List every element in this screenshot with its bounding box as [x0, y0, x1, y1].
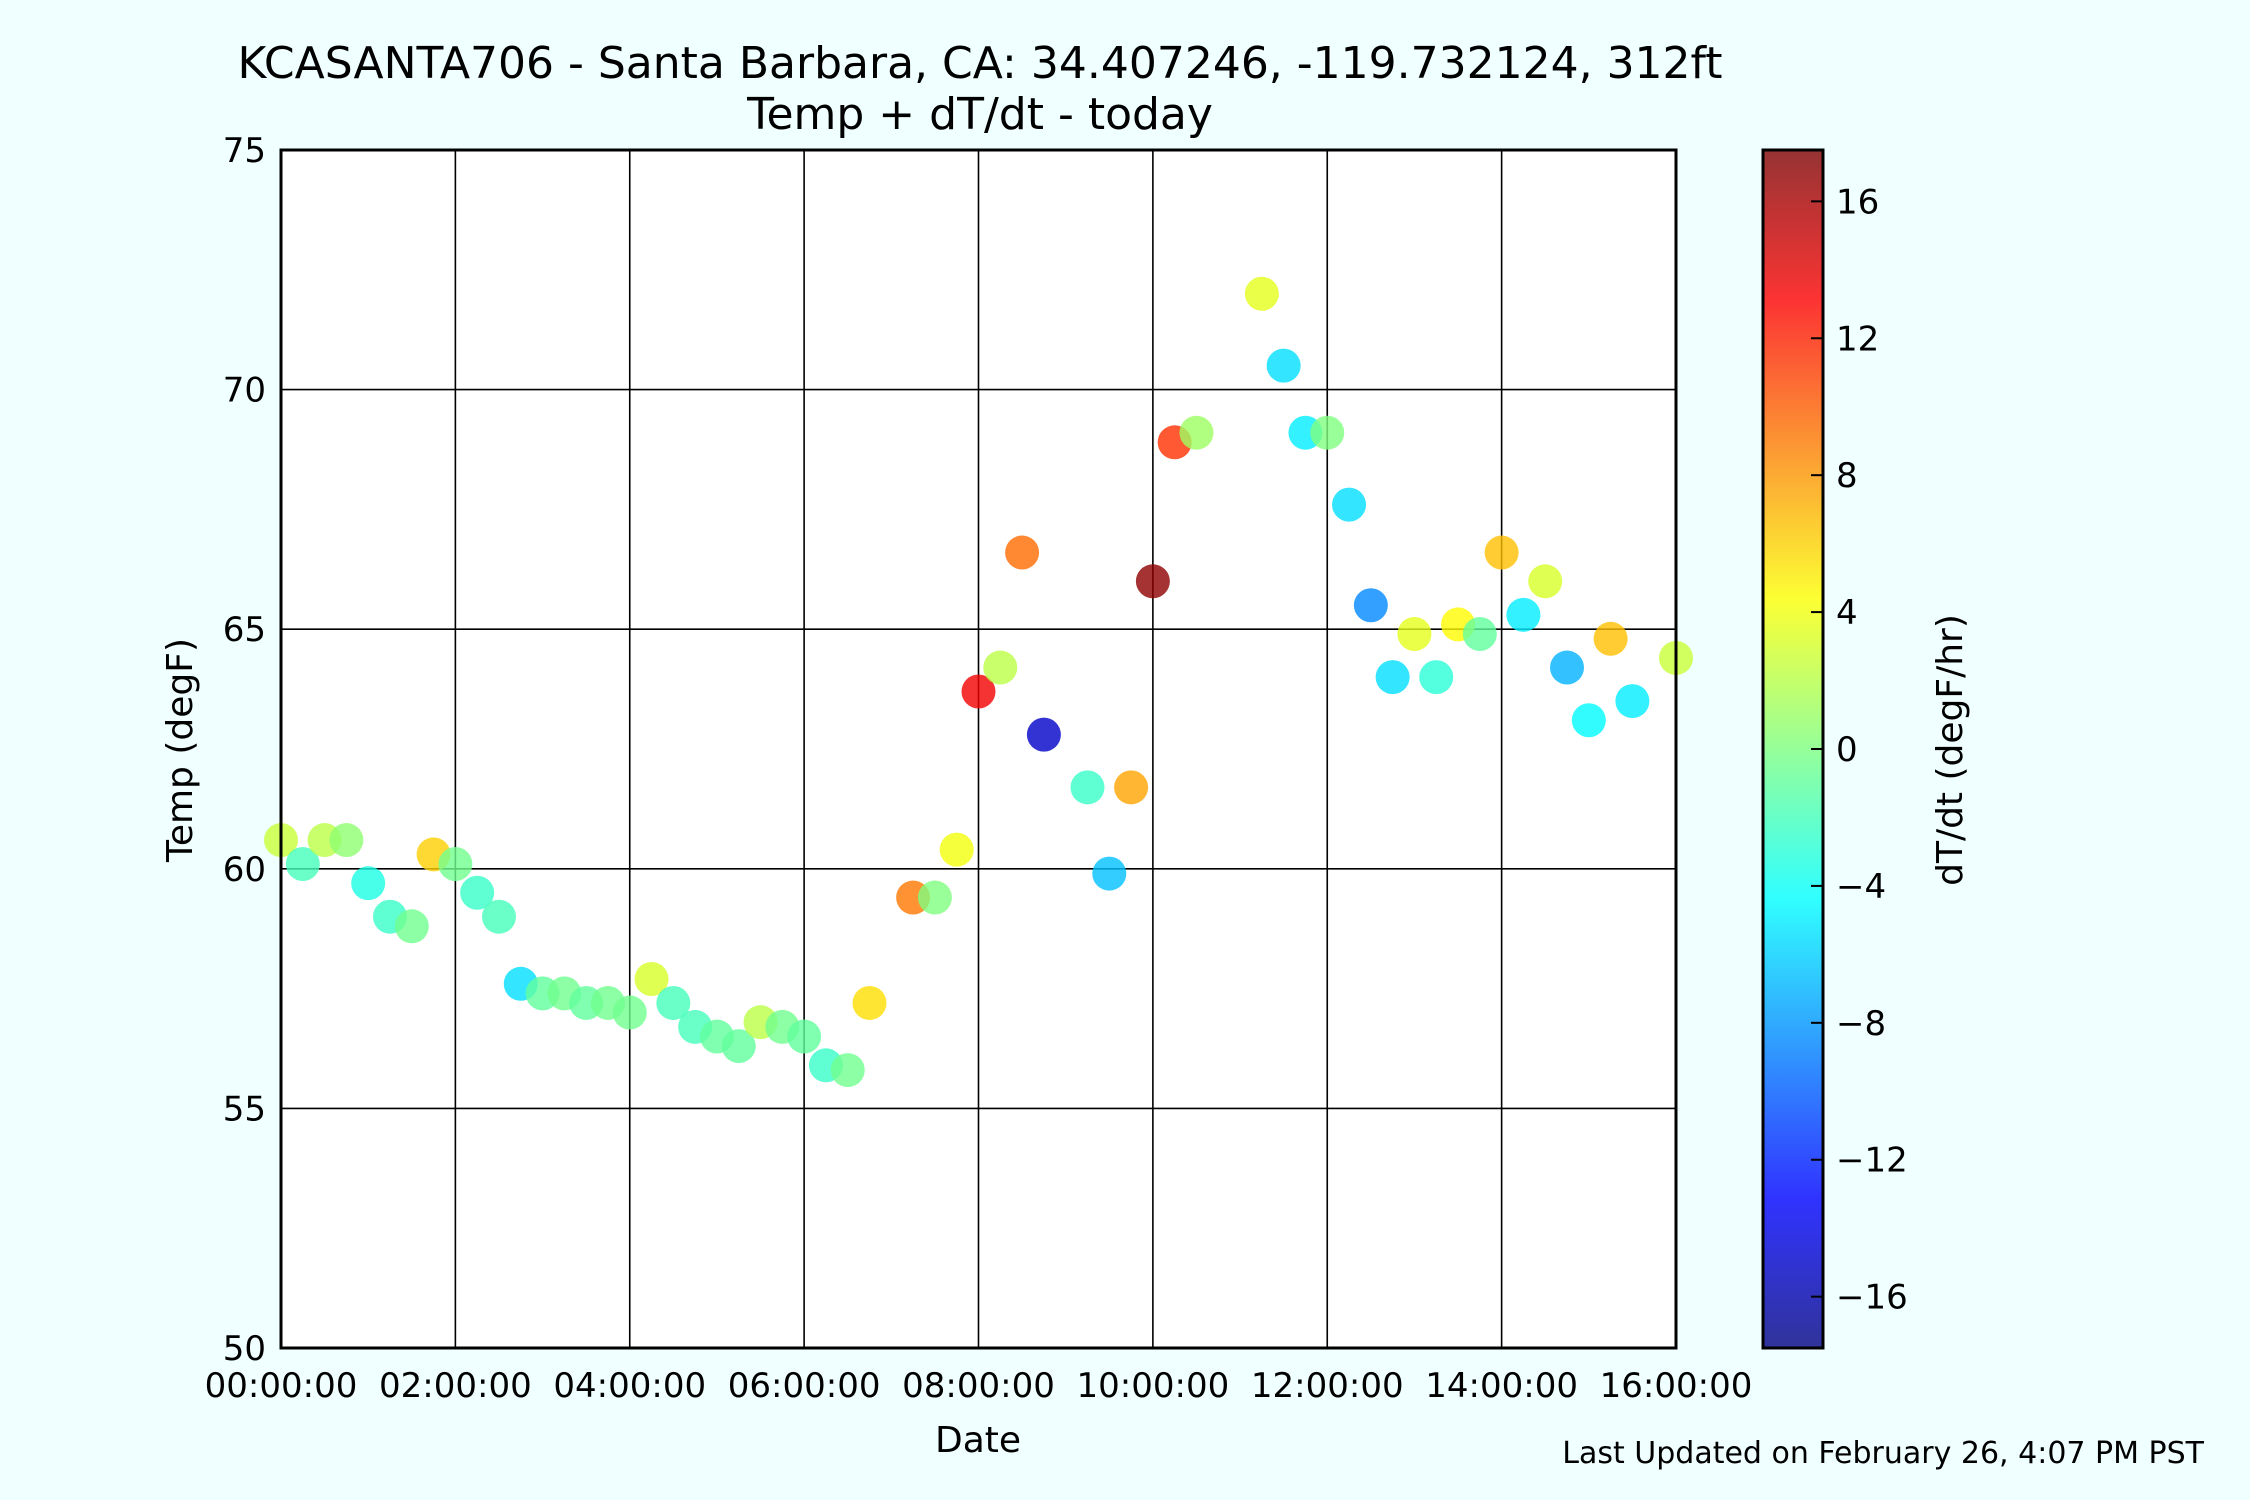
- data-point: [1397, 616, 1432, 651]
- data-point: [1550, 650, 1585, 685]
- data-point: [1506, 597, 1541, 632]
- plot-frame: [279, 148, 1678, 1350]
- data-point: [329, 823, 364, 858]
- y-axis-label: Temp (degF): [160, 638, 201, 863]
- data-point: [1571, 703, 1606, 738]
- data-point: [1266, 348, 1301, 383]
- data-points: [264, 276, 1693, 1088]
- x-tick-label: 00:00:00: [205, 1366, 358, 1406]
- last-updated-text: Last Updated on February 26, 4:07 PM PST: [1562, 1436, 2204, 1471]
- colorbar-tick-label: −16: [1836, 1278, 1908, 1318]
- x-tick-label: 12:00:00: [1251, 1366, 1404, 1406]
- chart-subtitle: Temp + dT/dt - today: [746, 89, 1213, 140]
- colorbar-tick-label: 8: [1836, 456, 1858, 496]
- y-tick-label: 70: [223, 371, 266, 411]
- y-tick-label: 65: [223, 610, 266, 650]
- colorbar-tick-label: −12: [1836, 1141, 1908, 1181]
- x-tick-label: 10:00:00: [1077, 1366, 1230, 1406]
- x-tick-labels: 00:00:00 02:00:00 04:00:00 06:00:00 08:00:00…: [205, 1366, 1753, 1406]
- data-point: [1462, 616, 1497, 651]
- y-tick-label: 60: [223, 850, 266, 890]
- data-point: [1310, 415, 1345, 450]
- data-point: [917, 880, 952, 915]
- data-point: [721, 1029, 756, 1064]
- data-point: [1528, 564, 1563, 599]
- data-point: [1593, 621, 1628, 656]
- data-point: [830, 1053, 865, 1088]
- data-point: [1419, 660, 1454, 695]
- y-tick-label: 50: [223, 1329, 266, 1369]
- x-tick-label: 14:00:00: [1425, 1366, 1578, 1406]
- data-point: [634, 962, 669, 997]
- colorbar-tick-label: 0: [1836, 730, 1858, 770]
- data-point: [1332, 487, 1367, 522]
- data-point: [481, 899, 516, 934]
- data-point: [1005, 535, 1040, 570]
- data-point: [1114, 770, 1149, 805]
- data-point: [852, 985, 887, 1020]
- data-point: [656, 985, 691, 1020]
- data-point: [1484, 535, 1519, 570]
- data-point: [787, 1019, 822, 1054]
- colorbar-tick-label: −8: [1836, 1004, 1886, 1044]
- colorbar-label: dT/dt (degF/hr): [1930, 614, 1971, 886]
- data-point: [961, 674, 996, 709]
- data-point: [1244, 276, 1279, 311]
- x-tick-label: 02:00:00: [379, 1366, 532, 1406]
- colorbar-tick-label: 4: [1836, 593, 1858, 633]
- x-tick-label: 04:00:00: [553, 1366, 706, 1406]
- x-tick-label: 16:00:00: [1600, 1366, 1753, 1406]
- data-point: [394, 909, 429, 944]
- data-point: [438, 847, 473, 882]
- colorbar-tick-label: −4: [1836, 867, 1886, 907]
- colorbar-ticks: 16 12 8 4 0 −4 −8 −12 −16: [1811, 182, 1908, 1318]
- data-point: [1026, 717, 1061, 752]
- data-point: [1179, 415, 1214, 450]
- data-point: [285, 847, 320, 882]
- y-tick-label: 55: [223, 1089, 266, 1129]
- data-point: [1375, 660, 1410, 695]
- y-tick-label: 75: [223, 131, 266, 171]
- colorbar-tick-label: 16: [1836, 182, 1879, 222]
- x-tick-label: 08:00:00: [902, 1366, 1055, 1406]
- data-point: [612, 995, 647, 1030]
- colorbar-tick-label: 12: [1836, 319, 1879, 359]
- data-point: [983, 650, 1018, 685]
- x-tick-label: 06:00:00: [728, 1366, 881, 1406]
- data-point: [351, 866, 386, 901]
- data-point: [1135, 564, 1170, 599]
- data-point: [1092, 856, 1127, 891]
- data-point: [939, 832, 974, 867]
- y-tick-labels: 50 55 60 65 70 75: [223, 131, 266, 1369]
- chart-title: KCASANTA706 - Santa Barbara, CA: 34.4072…: [237, 38, 1722, 89]
- x-axis-label: Date: [935, 1420, 1021, 1461]
- data-point: [1070, 770, 1105, 805]
- data-point: [460, 875, 495, 910]
- data-point: [1353, 588, 1388, 623]
- data-point: [1615, 684, 1650, 719]
